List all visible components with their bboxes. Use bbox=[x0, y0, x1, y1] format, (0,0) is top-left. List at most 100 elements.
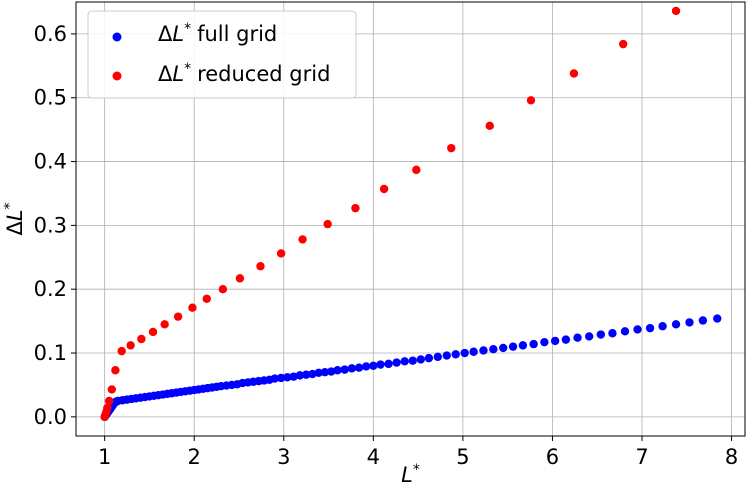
y-tick-label: 0.1 bbox=[34, 341, 67, 365]
data-point bbox=[384, 359, 393, 369]
data-point bbox=[107, 385, 117, 394]
data-point bbox=[126, 341, 135, 350]
x-tick-label: 4 bbox=[367, 445, 380, 469]
data-point bbox=[526, 96, 536, 105]
data-point bbox=[379, 184, 389, 194]
data-point bbox=[400, 357, 409, 366]
data-point bbox=[289, 372, 298, 381]
data-point bbox=[569, 69, 579, 78]
legend-label-full-grid: full grid bbox=[197, 22, 277, 46]
axis-ticks: 1 2 3 4 5 6 7 8 0.0 0.1 0.2 0.3 0.4 0.5 0.6 bbox=[34, 22, 739, 469]
y-tick-label: 0.6 bbox=[34, 22, 67, 46]
data-point bbox=[489, 345, 498, 354]
data-point bbox=[111, 366, 120, 375]
data-point bbox=[573, 333, 582, 342]
x-tick-label: 1 bbox=[98, 445, 111, 469]
data-point bbox=[447, 143, 456, 153]
data-point bbox=[160, 320, 169, 329]
data-point bbox=[361, 362, 371, 371]
plot-frame bbox=[75, 1, 746, 437]
data-point bbox=[308, 369, 317, 379]
x-tick-label: 2 bbox=[188, 445, 201, 469]
series-reduced-grid bbox=[100, 6, 681, 422]
data-point bbox=[369, 361, 378, 370]
y-tick-label: 0.5 bbox=[34, 86, 67, 110]
data-point bbox=[713, 314, 722, 323]
data-point bbox=[619, 39, 628, 49]
data-point bbox=[173, 312, 183, 321]
data-point bbox=[658, 322, 667, 331]
data-point bbox=[347, 364, 357, 373]
data-point bbox=[508, 342, 518, 351]
data-point bbox=[392, 358, 401, 367]
data-point bbox=[276, 373, 286, 383]
data-point bbox=[301, 370, 311, 379]
legend-box bbox=[87, 10, 357, 99]
x-tick-label: 8 bbox=[725, 445, 738, 469]
data-point bbox=[340, 365, 349, 374]
data-point bbox=[633, 325, 642, 334]
y-tick-label: 0.0 bbox=[34, 405, 67, 429]
data-points bbox=[100, 6, 722, 422]
data-point bbox=[283, 373, 292, 382]
data-point bbox=[485, 121, 494, 131]
legend: ΔL* full grid ΔL* reduced grid bbox=[87, 10, 357, 99]
y-tick-label: 0.2 bbox=[34, 277, 67, 301]
data-point bbox=[698, 316, 708, 325]
data-point bbox=[518, 341, 528, 350]
data-point bbox=[433, 352, 443, 362]
data-point bbox=[685, 318, 694, 327]
data-point bbox=[469, 347, 478, 356]
data-point bbox=[148, 327, 158, 337]
data-point bbox=[408, 356, 417, 365]
grid bbox=[76, 2, 745, 436]
data-point bbox=[550, 336, 560, 346]
data-point bbox=[412, 165, 421, 175]
y-tick-label: 0.3 bbox=[34, 213, 67, 237]
data-point bbox=[323, 219, 332, 229]
data-point bbox=[188, 303, 197, 312]
data-point bbox=[498, 343, 508, 353]
data-point bbox=[333, 366, 342, 375]
data-point bbox=[270, 374, 280, 383]
legend-label-reduced-grid: reduced grid bbox=[197, 62, 330, 86]
data-point bbox=[295, 371, 305, 380]
data-point bbox=[298, 235, 307, 244]
data-point bbox=[103, 403, 112, 413]
x-tick-label: 7 bbox=[635, 445, 648, 469]
data-point bbox=[351, 203, 360, 213]
data-point bbox=[645, 323, 655, 333]
data-point bbox=[235, 274, 245, 283]
data-point bbox=[460, 348, 469, 358]
data-point bbox=[218, 285, 228, 294]
y-tick-label: 0.4 bbox=[34, 150, 67, 174]
data-point bbox=[202, 294, 211, 303]
data-point bbox=[276, 249, 286, 258]
series-full-grid bbox=[100, 314, 722, 422]
data-point bbox=[117, 346, 126, 356]
data-point bbox=[479, 346, 488, 355]
data-point bbox=[584, 332, 594, 341]
data-point bbox=[671, 6, 681, 16]
legend-marker-reduced-grid bbox=[112, 71, 122, 81]
data-point bbox=[376, 360, 385, 369]
x-axis-label: L* bbox=[401, 462, 420, 487]
data-point bbox=[561, 335, 571, 344]
data-point bbox=[104, 396, 114, 406]
data-point bbox=[442, 351, 451, 360]
data-point bbox=[671, 320, 681, 329]
data-point bbox=[424, 353, 434, 363]
data-point bbox=[540, 337, 549, 347]
data-point bbox=[608, 329, 617, 338]
x-tick-label: 5 bbox=[456, 445, 469, 469]
data-point bbox=[327, 367, 336, 376]
data-point bbox=[314, 368, 323, 378]
legend-marker-full-grid bbox=[112, 32, 122, 42]
data-point bbox=[256, 262, 265, 271]
data-point bbox=[529, 339, 538, 349]
data-point bbox=[137, 334, 146, 344]
legend-entry-reduced-grid: ΔL* reduced grid bbox=[158, 61, 330, 86]
x-tick-label: 6 bbox=[546, 445, 559, 469]
data-point bbox=[451, 350, 460, 359]
